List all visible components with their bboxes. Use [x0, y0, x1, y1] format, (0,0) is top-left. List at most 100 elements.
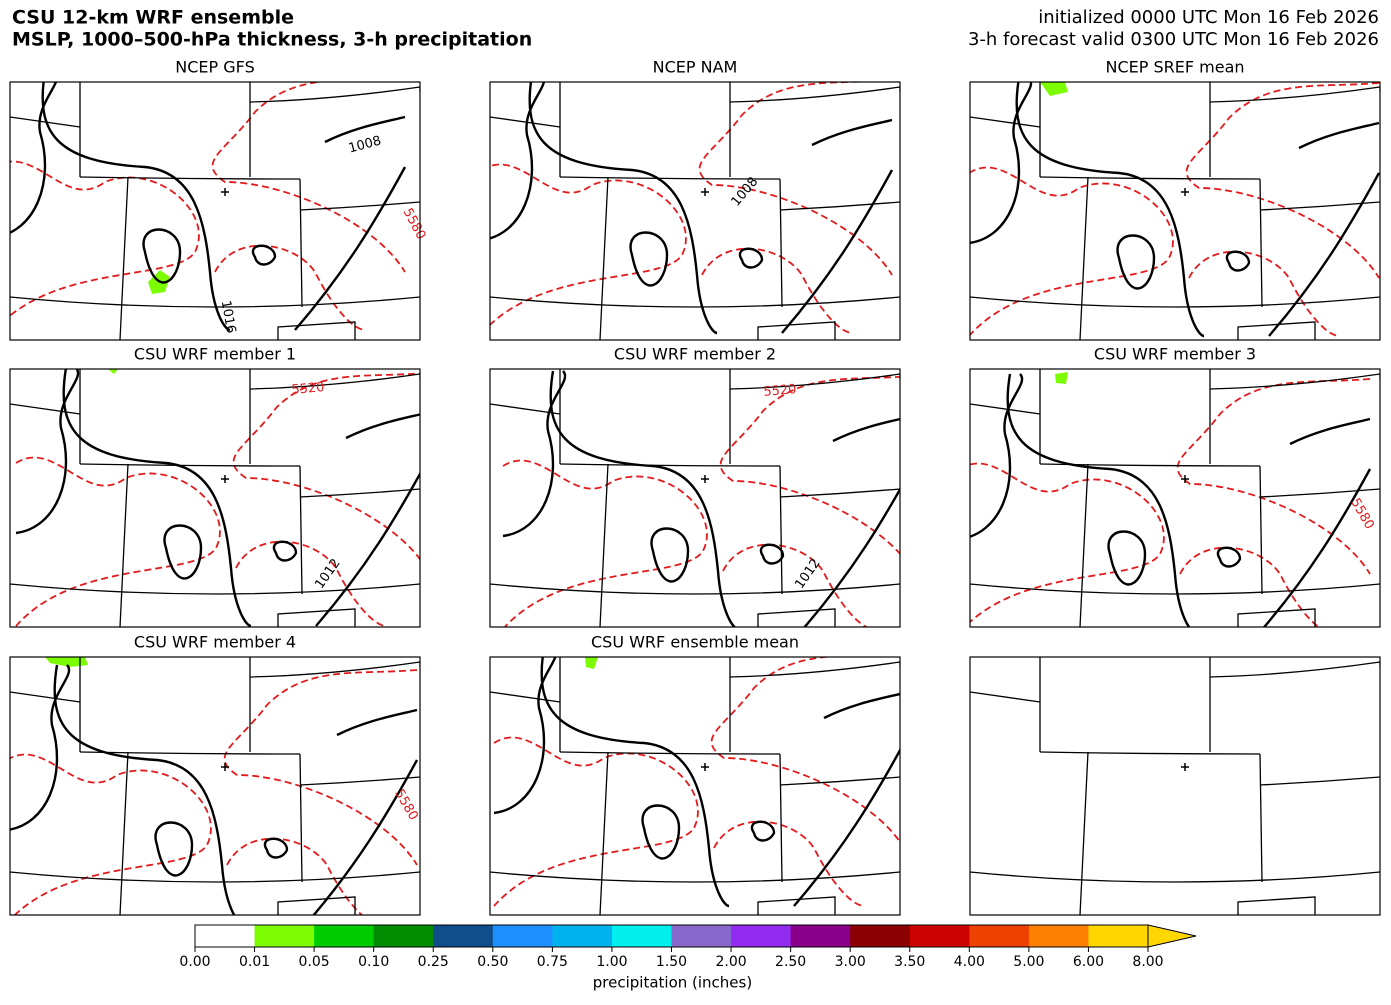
map-content: [10, 82, 420, 340]
state-border: [299, 753, 303, 883]
state-border: [490, 116, 561, 128]
state-border: [119, 751, 129, 915]
colorbar-bin: [909, 925, 970, 947]
state-border: [299, 776, 420, 786]
panel-title: CSU WRF member 3: [1094, 345, 1256, 364]
city-marker: [1181, 763, 1189, 771]
isobar: [738, 247, 764, 269]
isobar: [345, 413, 420, 440]
state-border: [490, 583, 900, 595]
panel-frame: [969, 368, 1381, 628]
valid-time: 3-h forecast valid 0300 UTC Mon 16 Feb 2…: [968, 29, 1379, 50]
isobar: [15, 369, 80, 535]
state-border: [1079, 176, 1089, 340]
colorbar-bin: [552, 925, 613, 947]
thickness-contour: [490, 163, 687, 327]
isobar: [154, 821, 194, 877]
state-border: [299, 201, 420, 211]
precip-area: [108, 369, 118, 374]
state-border: [779, 753, 783, 883]
city-marker: [221, 763, 229, 771]
precip-area: [1040, 82, 1068, 96]
init-time: initialized 0000 UTC Mon 16 Feb 2026: [1038, 7, 1379, 28]
map-content: [970, 657, 1380, 915]
map-content: [970, 369, 1380, 627]
contours: [490, 82, 894, 335]
map-panel: 5580: [969, 368, 1381, 628]
thickness-contour: [235, 540, 387, 627]
isobar: [163, 524, 203, 580]
contours: [10, 664, 419, 915]
map-panel: 1008: [489, 81, 901, 341]
thickness-contour: [719, 375, 900, 556]
state-border: [1259, 201, 1380, 211]
panel-frame: [489, 81, 901, 341]
state-border: [970, 583, 1380, 595]
thickness-contour: [15, 456, 221, 627]
city-marker: [701, 475, 709, 483]
isobar: [750, 820, 776, 842]
state-border: [757, 608, 836, 627]
isobar: [1216, 546, 1242, 568]
isobar: [490, 82, 545, 240]
state-border: [757, 896, 836, 915]
state-border: [729, 373, 900, 390]
state-border: [119, 176, 129, 340]
colorbar-tick-label: 2.00: [715, 954, 746, 970]
isobar: [10, 82, 58, 234]
isobar: [1116, 234, 1156, 290]
thickness-contour: [970, 462, 1165, 624]
panel-frame: [489, 656, 901, 916]
panel-frame: [489, 368, 901, 628]
state-border: [79, 463, 301, 467]
state-border: [779, 488, 900, 498]
contours: [502, 370, 900, 627]
colorbar-bin: [790, 925, 851, 947]
contours: [10, 82, 407, 332]
state-border: [559, 751, 781, 755]
isobar: [324, 115, 406, 144]
thickness-label: 5520: [291, 380, 325, 398]
map-panel: [489, 656, 901, 916]
precip-area: [585, 657, 598, 669]
state-border: [299, 465, 303, 595]
colorbar-label: precipitation (inches): [593, 974, 752, 992]
thickness-contour: [970, 166, 1174, 337]
panel-frame: [9, 368, 421, 628]
isobar: [811, 118, 893, 147]
state-border: [729, 661, 900, 678]
isobar: [1289, 417, 1371, 446]
isobar: [312, 759, 419, 915]
state-border: [970, 871, 1380, 883]
city-marker: [1181, 475, 1189, 483]
isobar: [970, 373, 1024, 538]
isobar: [650, 527, 690, 583]
isobar: [336, 708, 418, 737]
isobar: [1006, 373, 1191, 627]
state-border: [119, 463, 129, 627]
state-border: [1039, 751, 1261, 755]
panel-frame: [9, 656, 421, 916]
state-border: [490, 296, 900, 308]
thickness-contour: [10, 753, 212, 915]
state-border: [1209, 661, 1380, 678]
colorbar-bin: [254, 925, 315, 947]
map-content: [490, 657, 900, 915]
isobar: [62, 369, 252, 627]
state-border: [1079, 463, 1089, 627]
state-border: [599, 751, 609, 915]
state-border: [729, 86, 900, 103]
isobar: [803, 487, 900, 627]
state-border: [779, 776, 900, 786]
panel-title: CSU WRF ensemble mean: [591, 633, 799, 652]
isobar-label: 1016: [218, 299, 239, 334]
colorbar-tick-label: 2.50: [775, 954, 806, 970]
panel-title: CSU WRF member 1: [134, 345, 296, 364]
colorbar-bin: [850, 925, 911, 947]
state-border: [10, 583, 420, 595]
thickness-contour: [211, 82, 406, 273]
state-border: [10, 116, 81, 128]
thickness-contour: [226, 837, 364, 915]
state-border: [1237, 321, 1316, 340]
